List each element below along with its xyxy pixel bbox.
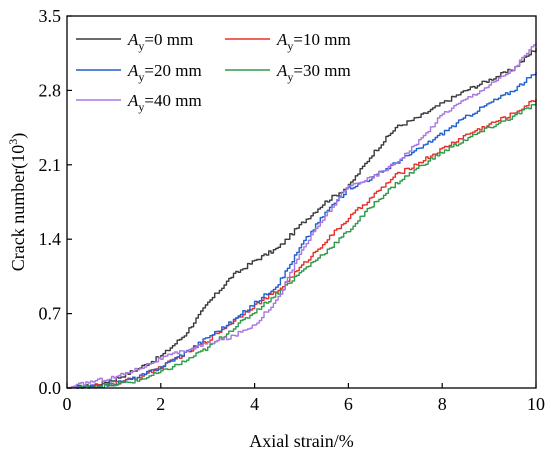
legend-sub: y	[287, 39, 293, 53]
legend-eq: =0 mm	[144, 30, 193, 49]
y-axis-label: Crack number(103)	[6, 133, 29, 271]
legend-item: Ay=40 mm	[76, 91, 202, 114]
plot-frame	[66, 15, 537, 389]
y-tick-label: 2.1	[39, 155, 62, 175]
legend-var: A	[127, 91, 139, 110]
ticks-layer: 0 2 4 6 8 10 0.0 0.7 1.4 2.1 2.8 3.5	[39, 6, 546, 414]
x-axis-label: Axial strain/%	[249, 431, 353, 451]
series-line-0-mm	[67, 47, 537, 389]
legend-eq: =10 mm	[293, 30, 350, 49]
legend-item: Ay=0 mm	[76, 30, 193, 53]
y-tick-label: 3.5	[39, 6, 62, 26]
legend-var: A	[127, 30, 139, 49]
y-axis-label-exponent: 3	[6, 139, 20, 145]
plot-area: 0 2 4 6 8 10 0.0 0.7 1.4 2.1 2.8 3.5	[39, 6, 546, 414]
legend-sub: y	[138, 70, 144, 84]
x-tick-label: 2	[156, 394, 165, 414]
legend-item: Ay=10 mm	[225, 30, 351, 53]
y-axis-label-prefix: Crack number(10	[8, 145, 29, 271]
legend-var: A	[276, 61, 288, 80]
legend-label: Ay=40 mm	[127, 91, 202, 114]
x-tick-label: 8	[438, 394, 447, 414]
legend-sub: y	[138, 39, 144, 53]
series-line-40-mm	[67, 42, 537, 389]
legend-item: Ay=30 mm	[225, 61, 351, 84]
x-tick-label: 4	[250, 394, 259, 414]
legend-label: Ay=10 mm	[276, 30, 351, 53]
x-tick-label: 6	[344, 394, 353, 414]
legend-sub: y	[138, 100, 144, 114]
x-tick-label: 10	[527, 394, 545, 414]
y-tick-label: 2.8	[39, 80, 62, 100]
legend-eq: =30 mm	[293, 61, 350, 80]
series-line-20-mm	[67, 72, 537, 389]
legend-sub: y	[287, 70, 293, 84]
legend-label: Ay=20 mm	[127, 61, 202, 84]
legend-eq: =40 mm	[144, 91, 201, 110]
x-tick-label: 0	[63, 394, 72, 414]
series-line-30-mm	[67, 103, 537, 389]
legend-var: A	[127, 61, 139, 80]
legend-item: Ay=20 mm	[76, 61, 202, 84]
legend-var: A	[276, 30, 288, 49]
y-tick-label: 0.7	[39, 304, 62, 324]
legend-label: Ay=30 mm	[276, 61, 351, 84]
legend-label: Ay=0 mm	[127, 30, 193, 53]
y-axis-label-suffix: )	[8, 133, 29, 139]
legend-eq: =20 mm	[144, 61, 201, 80]
y-tick-label: 0.0	[39, 378, 62, 398]
y-tick-label: 1.4	[39, 229, 62, 249]
series-layer	[67, 42, 537, 389]
